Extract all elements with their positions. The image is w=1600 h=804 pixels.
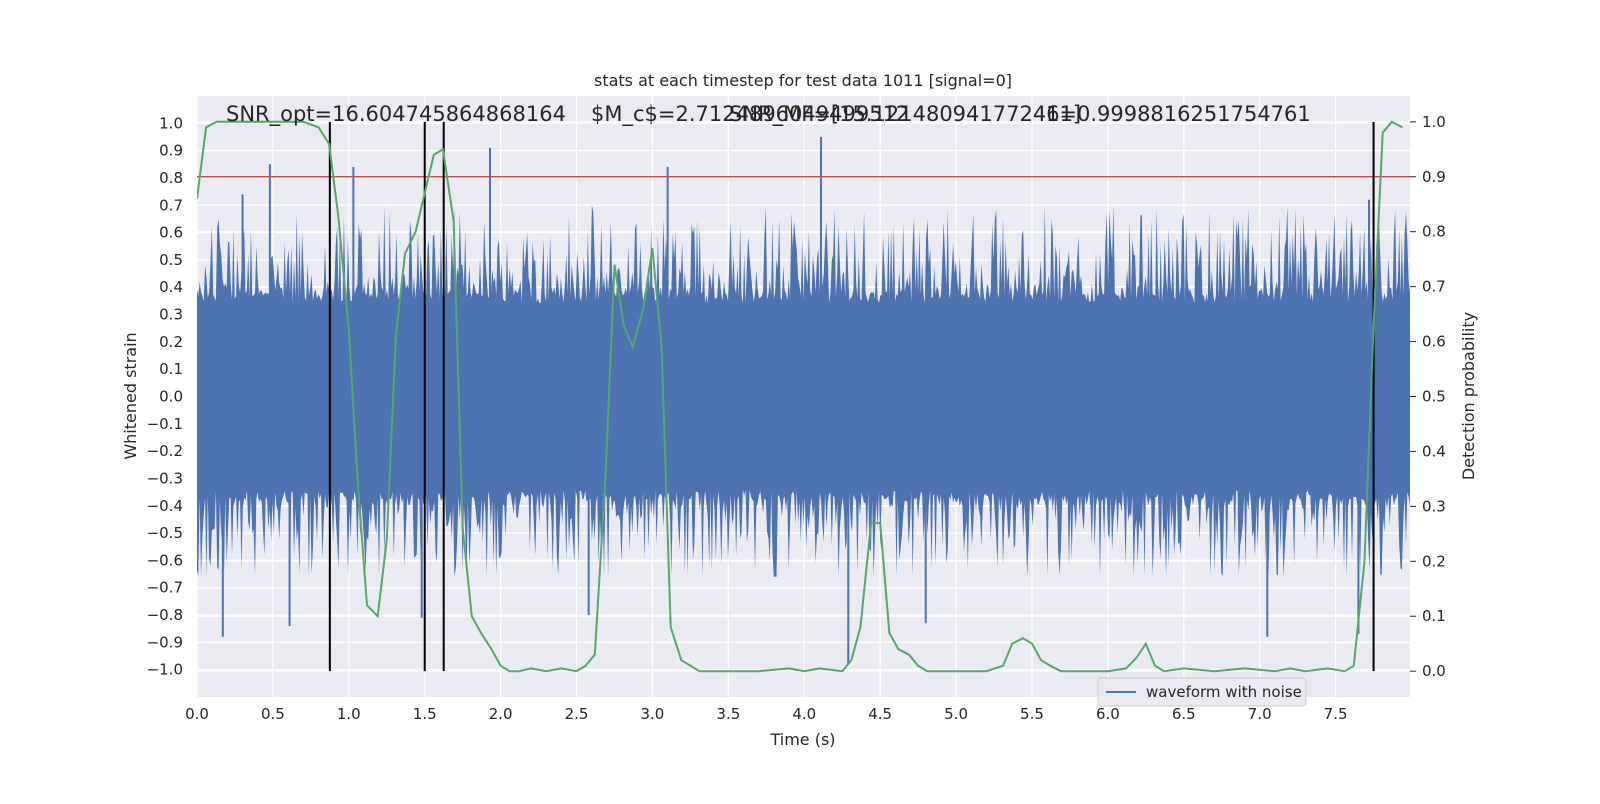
annotation-chirp-mass: $M_c$=2.7124896049499512	[591, 102, 909, 127]
y-tick-label: −0.1	[147, 415, 183, 433]
y-tick-label: −0.2	[147, 442, 183, 460]
legend: waveform with noise	[1097, 677, 1307, 707]
y-tick-label: 0.4	[159, 278, 183, 296]
y-tick-label: 0.9	[159, 142, 183, 160]
y2-tick-label: 0.2	[1422, 552, 1446, 570]
y-tick-label: 0.8	[159, 169, 183, 187]
annotation-snr-opt: SNR_opt=16.604745864868164	[226, 102, 566, 127]
probability-line	[197, 120, 1403, 673]
x-tick-label: 0.0	[185, 705, 209, 723]
y-tick-label: 0.3	[159, 306, 183, 324]
x-tick-label: 2.0	[489, 705, 513, 723]
x-axis-title: Time (s)	[769, 730, 835, 749]
y2-tick-label: 0.0	[1422, 662, 1446, 680]
y-tick-label: 0.7	[159, 196, 183, 214]
y2-tick-label: 0.1	[1422, 607, 1446, 625]
y2-tick-label: 0.3	[1422, 497, 1446, 515]
x-tick-label: 4.5	[868, 705, 892, 723]
chart-title: stats at each timestep for test data 101…	[594, 71, 1012, 90]
x-tick-label: 6.0	[1096, 705, 1120, 723]
x-tick-label: 7.5	[1324, 705, 1348, 723]
waveform-envelope	[197, 205, 1410, 577]
y-tick-label: −1.0	[147, 661, 183, 679]
y-tick-label: −0.6	[147, 551, 183, 569]
legend-box	[1097, 677, 1307, 707]
x-tick-label: 0.5	[261, 705, 285, 723]
y2-tick-labels: 1.0 0.9 0.8 0.7 0.6 0.5 0.4 0.3 0.2 0.1 0.0	[1410, 113, 1446, 680]
y-tick-label: −0.8	[147, 606, 183, 624]
y2-tick-label: 0.4	[1422, 442, 1446, 460]
x-tick-label: 1.0	[337, 705, 361, 723]
y2-tick-label: 1.0	[1422, 113, 1446, 131]
vertical-lines	[328, 121, 1375, 672]
y2-tick-label: 0.9	[1422, 168, 1446, 186]
y-tick-label: 0.2	[159, 333, 183, 351]
y-axis-title: Whitened strain	[121, 332, 140, 459]
x-tick-label: 3.5	[716, 705, 740, 723]
annotation-prob: 1=0.9998816251754761	[1046, 102, 1311, 126]
legend-label-waveform: waveform with noise	[1146, 683, 1302, 701]
x-tick-label: 5.5	[1020, 705, 1044, 723]
y2-axis-title: Detection probability	[1459, 312, 1478, 480]
x-tick-label: 2.5	[565, 705, 589, 723]
y-tick-label: −0.3	[147, 469, 183, 487]
annotation-snr-mf: SNR_MF=[15.121480941772461]	[729, 102, 1081, 127]
x-tick-label: 6.5	[1172, 705, 1196, 723]
y-tick-labels: 1.0 0.9 0.8 0.7 0.6 0.5 0.4 0.3 0.2 0.1 0.0 −0.1 −0.…	[147, 114, 183, 678]
x-tick-label: 5.0	[944, 705, 968, 723]
y-tick-label: 0.0	[159, 388, 183, 406]
y-tick-label: −0.9	[147, 633, 183, 651]
x-tick-label: 3.0	[641, 705, 665, 723]
x-tick-labels: 0.0 0.5 1.0 1.5 2.0 2.5 3.0 3.5 4.0 4.5 5.0 5.5 6.0 6…	[185, 705, 1347, 723]
waveform-spikes	[221, 136, 1371, 665]
y-tick-label: −0.5	[147, 524, 183, 542]
x-tick-label: 4.0	[792, 705, 816, 723]
y-tick-label: 0.5	[159, 251, 183, 269]
y2-tick-label: 0.5	[1422, 388, 1446, 406]
y-tick-label: 0.6	[159, 224, 183, 242]
x-tick-label: 1.5	[413, 705, 437, 723]
y2-tick-label: 0.6	[1422, 333, 1446, 351]
x-tick-label: 7.0	[1248, 705, 1272, 723]
y-tick-label: 1.0	[159, 114, 183, 132]
y-tick-label: 0.1	[159, 360, 183, 378]
y2-tick-label: 0.7	[1422, 278, 1446, 296]
y2-tick-label: 0.8	[1422, 223, 1446, 241]
y-tick-label: −0.4	[147, 497, 183, 515]
y-tick-label: −0.7	[147, 579, 183, 597]
